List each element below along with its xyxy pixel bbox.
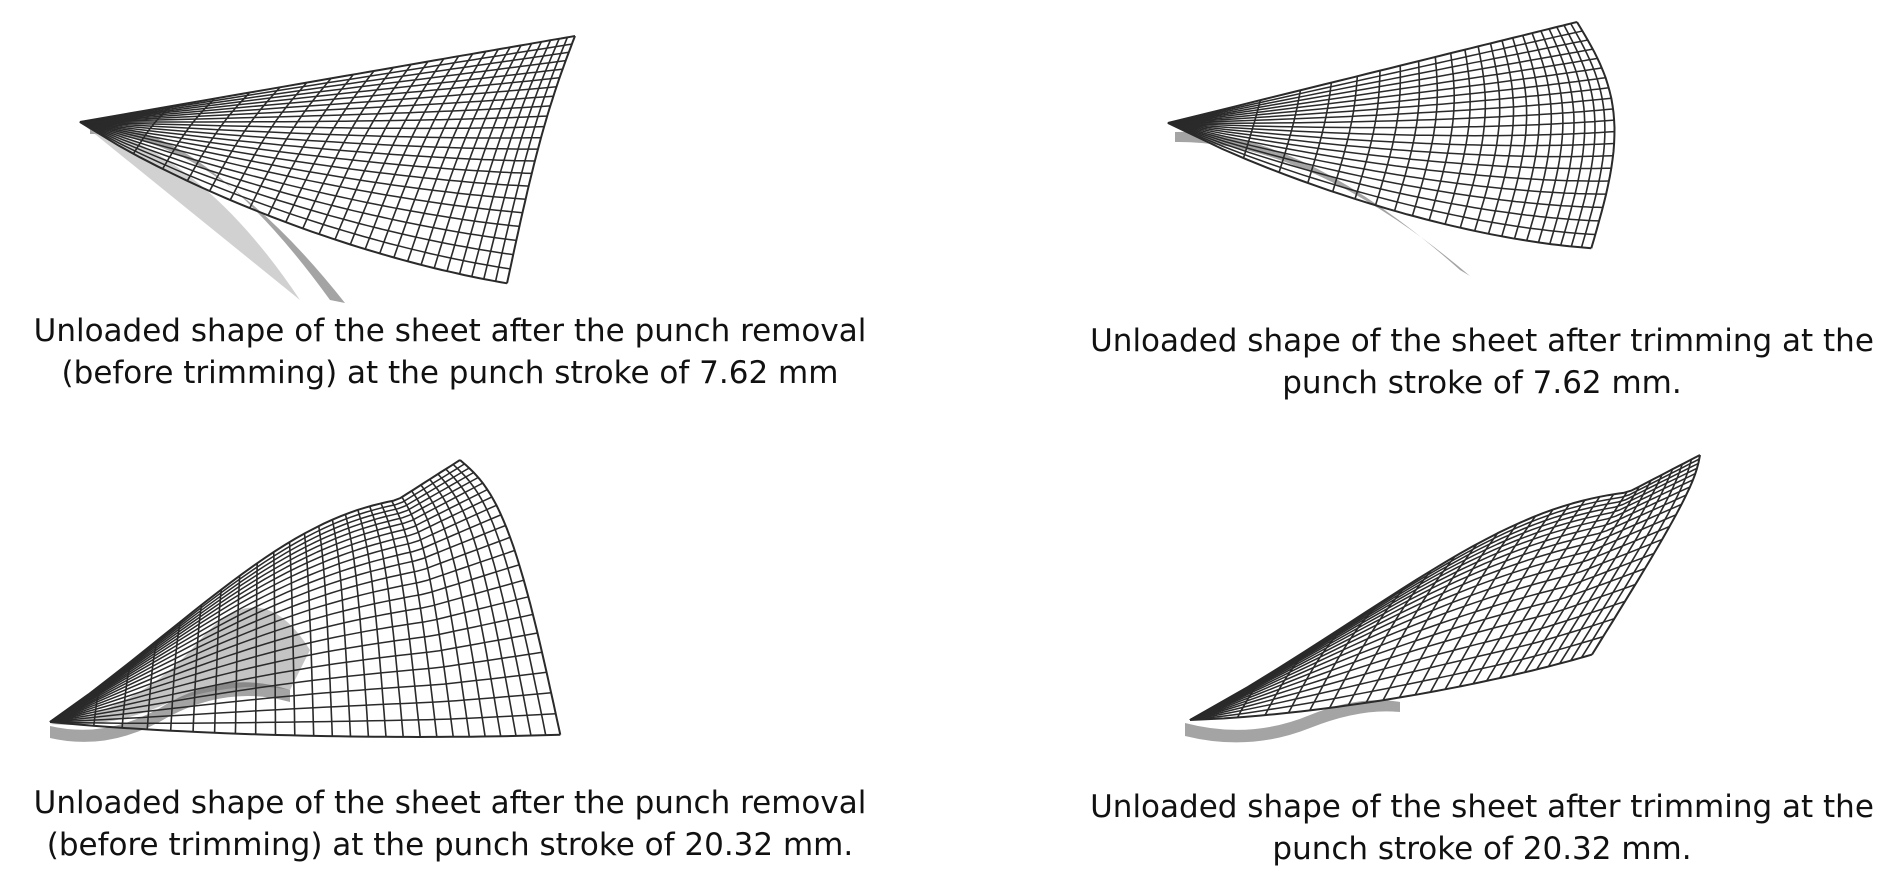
caption-before-trimming-20-32: Unloaded shape of the sheet after the pu… — [0, 782, 900, 866]
mesh-sheet-after-trimming-7-62 — [1167, 21, 1616, 276]
caption-line-1: Unloaded shape of the sheet after trimmi… — [1090, 323, 1874, 359]
mesh-sheet-after-trimming-20-32 — [1185, 454, 1701, 743]
mesh-grid — [49, 459, 562, 738]
panel-before-trimming-7-62: Unloaded shape of the sheet after the pu… — [0, 0, 900, 420]
caption-line-2: (before trimming) at the punch stroke of… — [61, 355, 839, 391]
panel-before-trimming-20-32: Unloaded shape of the sheet after the pu… — [0, 440, 900, 888]
caption-line-1: Unloaded shape of the sheet after the pu… — [33, 313, 867, 349]
mesh-grid — [1167, 21, 1616, 250]
mesh-grid — [79, 35, 576, 285]
mesh-sheet-before-trimming-7-62 — [79, 35, 576, 303]
panel-after-trimming-20-32: Unloaded shape of the sheet after trimmi… — [1080, 440, 1884, 888]
caption-line-2: (before trimming) at the punch stroke of… — [46, 827, 854, 863]
caption-after-trimming-7-62: Unloaded shape of the sheet after trimmi… — [1080, 320, 1884, 404]
caption-line-2: punch stroke of 7.62 mm. — [1282, 365, 1682, 401]
mesh-grid — [1189, 454, 1701, 721]
caption-after-trimming-20-32: Unloaded shape of the sheet after trimmi… — [1080, 786, 1884, 870]
mesh-sheet-before-trimming-20-32 — [49, 459, 562, 742]
caption-line-1: Unloaded shape of the sheet after trimmi… — [1090, 789, 1874, 825]
panel-after-trimming-7-62: Unloaded shape of the sheet after trimmi… — [1080, 0, 1884, 420]
caption-line-2: punch stroke of 20.32 mm. — [1272, 831, 1692, 867]
caption-line-1: Unloaded shape of the sheet after the pu… — [33, 785, 867, 821]
caption-before-trimming-7-62: Unloaded shape of the sheet after the pu… — [0, 310, 900, 394]
